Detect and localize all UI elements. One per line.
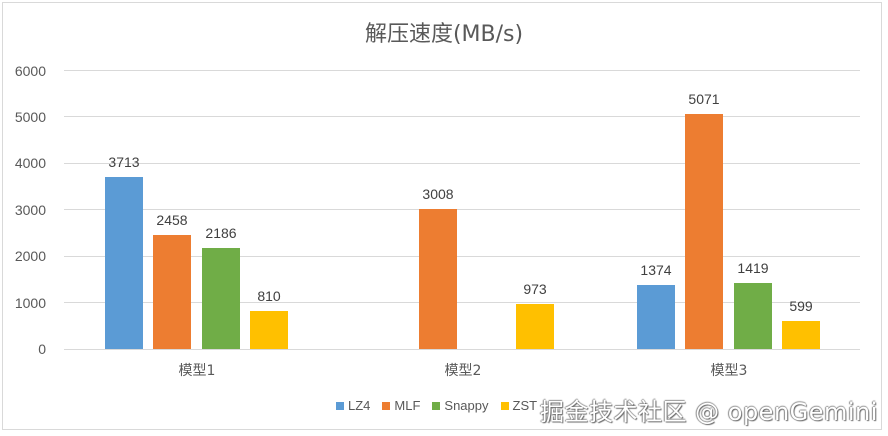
y-tick-4000: 4000 [14,155,46,172]
bar-zstd-model3 [782,321,820,349]
bar-lz4-model3 [637,285,675,349]
watermark: 掘金技术社区 @ openGemini [540,398,878,426]
y-tick-3000: 3000 [14,201,46,218]
legend-swatch-icon [382,401,391,410]
data-label: 2458 [156,212,188,228]
bar-mlf-model2 [419,209,457,349]
gridline [64,302,860,303]
data-label: 3713 [108,154,140,170]
data-label: 3008 [422,186,454,202]
bar-zstd-model2 [516,304,554,349]
gridline [64,209,860,210]
y-tick-1000: 1000 [14,294,46,311]
legend: LZ4 MLF Snappy ZST [336,398,549,413]
legend-swatch-icon [336,401,344,410]
chart-title: 解压速度(MB/s) [364,22,524,47]
gridline [64,70,860,71]
x-axis-baseline [64,349,860,350]
gridline [64,256,860,257]
legend-swatch-icon [432,401,441,410]
legend-item-lz4: LZ4 [336,398,370,413]
x-label-model3: 模型3 [710,363,748,379]
gridline [64,163,860,164]
bar-snappy-model3 [734,283,772,349]
legend-label: ZST [512,398,538,413]
data-label: 810 [257,288,281,304]
data-label: 1419 [737,260,769,276]
y-tick-5000: 5000 [14,109,46,125]
legend-swatch-icon [500,401,509,410]
legend-label: LZ4 [348,398,371,413]
data-label: 599 [789,298,813,314]
legend-label: Snappy [444,398,489,413]
y-tick-0: 0 [38,341,46,357]
bar-snappy-model1 [202,248,240,349]
bar-mlf-model3 [685,114,723,349]
x-label-model1: 模型1 [178,363,216,379]
data-label: 1374 [640,262,672,278]
legend-item-mlf: MLF [382,398,420,413]
plot-area: 3713 2458 2186 810 3008 973 1374 5071 14… [64,0,860,436]
data-label: 2186 [205,225,237,241]
data-label: 5071 [688,91,720,107]
legend-item-zstd: ZST [500,398,538,413]
gridline [64,116,860,117]
bar-lz4-model1 [105,177,143,349]
legend-item-snappy: Snappy [432,398,489,413]
y-tick-2000: 2000 [14,248,46,265]
x-label-model2: 模型2 [444,363,482,379]
bar-zstd-model1 [250,311,288,349]
y-tick-6000: 6000 [14,62,46,79]
data-label: 973 [523,281,547,297]
legend-label: MLF [394,398,421,413]
bar-mlf-model1 [153,235,191,349]
